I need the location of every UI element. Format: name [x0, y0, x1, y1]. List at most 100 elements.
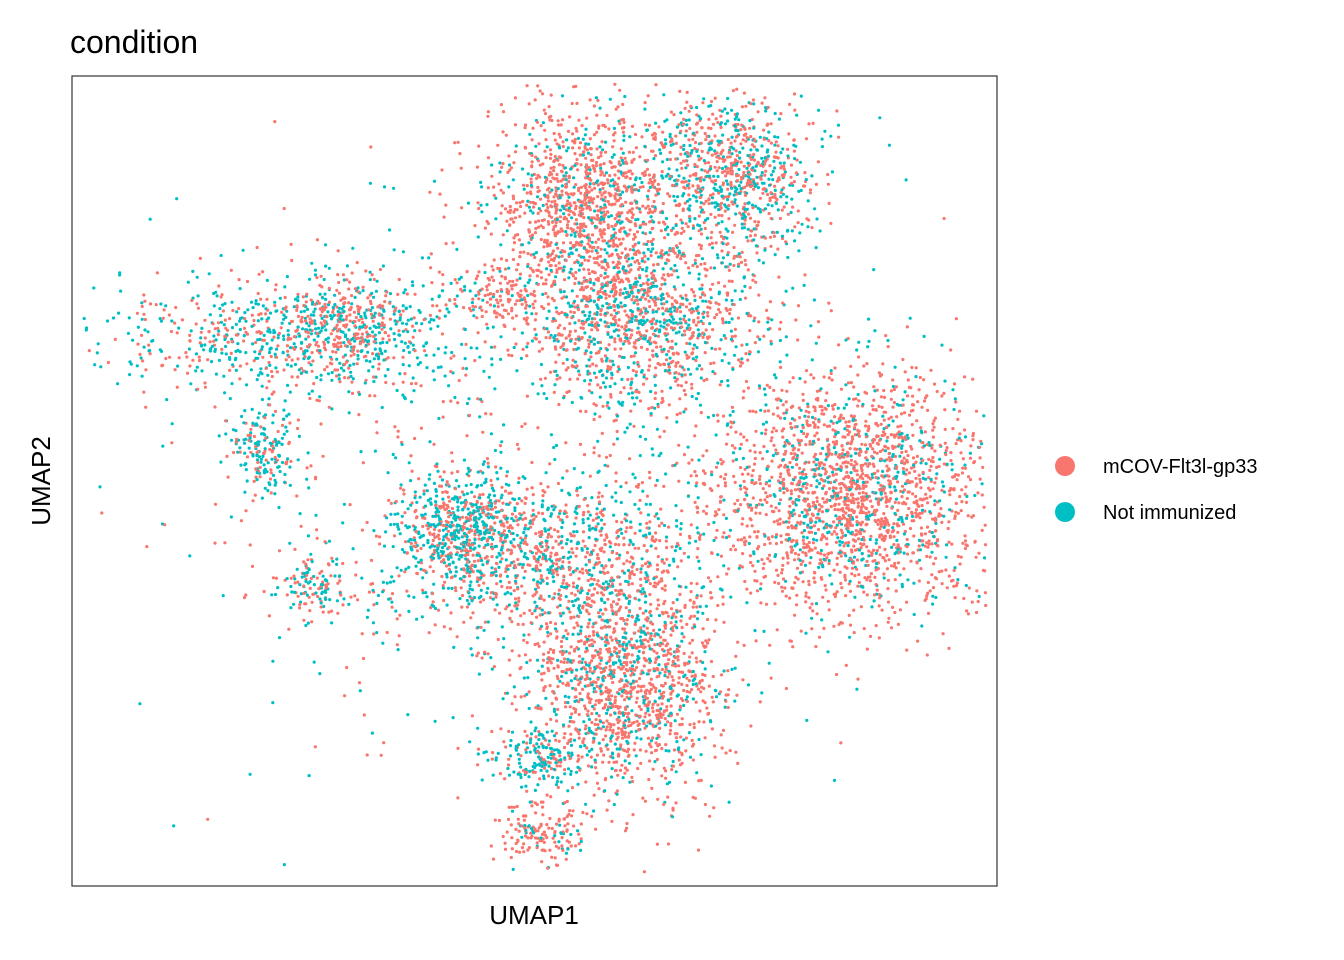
point-not-immunized [259, 457, 263, 461]
point-not-immunized [296, 299, 300, 303]
point-mcov [254, 340, 258, 345]
point-not-immunized [738, 156, 742, 160]
point-mcov [880, 608, 884, 612]
point-mcov [558, 323, 562, 327]
point-mcov [646, 158, 650, 162]
point-mcov [672, 269, 676, 273]
point-mcov [335, 329, 340, 333]
point-mcov [556, 246, 560, 250]
point-not-immunized [534, 333, 538, 337]
point-mcov [555, 377, 559, 381]
point-not-immunized [754, 183, 758, 187]
point-mcov [330, 556, 334, 560]
point-mcov [505, 219, 509, 223]
point-mcov [726, 291, 730, 295]
point-not-immunized [293, 362, 298, 367]
point-not-immunized [254, 302, 258, 306]
point-not-immunized [234, 429, 238, 433]
point-not-immunized [569, 339, 573, 343]
point-not-immunized [410, 280, 415, 284]
point-mcov [655, 187, 659, 191]
point-not-immunized [649, 250, 653, 254]
point-mcov [792, 446, 797, 450]
point-not-immunized [661, 267, 665, 271]
point-mcov [521, 199, 525, 204]
point-mcov [460, 206, 464, 210]
point-mcov [892, 543, 896, 547]
point-mcov [602, 231, 606, 236]
point-mcov [377, 362, 381, 366]
point-not-immunized [562, 290, 566, 294]
point-not-immunized [273, 592, 278, 597]
point-not-immunized [674, 342, 678, 346]
point-not-immunized [663, 138, 668, 142]
point-not-immunized [470, 301, 474, 305]
point-mcov [589, 355, 593, 359]
point-mcov [401, 309, 405, 313]
point-mcov [659, 141, 664, 145]
point-not-immunized [724, 298, 729, 302]
point-mcov [920, 503, 924, 508]
point-mcov [931, 422, 935, 426]
point-mcov [550, 205, 554, 209]
point-mcov [757, 293, 761, 297]
point-not-immunized [609, 214, 614, 218]
point-mcov [600, 140, 604, 144]
point-not-immunized [792, 478, 796, 482]
point-not-immunized [543, 193, 547, 197]
point-mcov [599, 312, 603, 317]
point-not-immunized [628, 283, 632, 287]
point-mcov [674, 203, 678, 207]
point-mcov [601, 123, 605, 127]
point-mcov [268, 477, 273, 481]
point-mcov [279, 326, 283, 330]
point-not-immunized [637, 188, 641, 193]
point-mcov [335, 345, 339, 349]
point-mcov [728, 312, 732, 316]
point-not-immunized [624, 269, 628, 273]
point-mcov [319, 321, 323, 325]
point-mcov [587, 190, 591, 194]
point-mcov [303, 319, 308, 323]
point-not-immunized [745, 166, 749, 170]
point-mcov [748, 286, 752, 290]
point-mcov [739, 160, 743, 164]
point-not-immunized [570, 289, 574, 293]
point-not-immunized [398, 316, 402, 320]
point-not-immunized [212, 304, 216, 308]
point-mcov [587, 382, 592, 386]
point-not-immunized [655, 284, 659, 288]
point-not-immunized [774, 201, 779, 205]
point-mcov [768, 198, 772, 203]
point-mcov [496, 305, 500, 309]
point-mcov [663, 236, 667, 240]
point-mcov [265, 386, 269, 390]
point-not-immunized [599, 211, 604, 215]
point-mcov [551, 319, 555, 323]
point-mcov [347, 366, 351, 370]
point-mcov [364, 325, 368, 329]
point-mcov [596, 156, 601, 160]
point-mcov [674, 214, 679, 218]
point-mcov [559, 345, 563, 349]
point-mcov [767, 139, 771, 143]
point-mcov [649, 254, 653, 258]
point-mcov [366, 342, 371, 346]
point-mcov [739, 260, 744, 264]
point-mcov [527, 102, 531, 106]
point-not-immunized [652, 157, 656, 161]
point-mcov [720, 214, 724, 218]
point-not-immunized [256, 356, 260, 360]
point-mcov [801, 580, 805, 584]
point-mcov [576, 377, 580, 381]
point-mcov [849, 458, 854, 462]
point-not-immunized [273, 438, 277, 442]
point-mcov [620, 202, 624, 207]
point-mcov [590, 320, 594, 324]
point-mcov [444, 203, 448, 207]
point-not-immunized [372, 379, 376, 384]
point-mcov [509, 217, 513, 221]
point-mcov [675, 377, 679, 381]
point-mcov [302, 304, 306, 308]
point-mcov [230, 339, 234, 344]
